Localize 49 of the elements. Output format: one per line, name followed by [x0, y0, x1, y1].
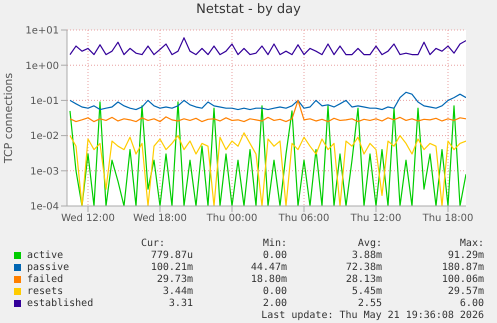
- legend-label: failed: [27, 274, 64, 285]
- legend-label: passive: [27, 262, 70, 273]
- text: 3.31: [168, 298, 193, 309]
- text: 72.38m: [344, 262, 382, 273]
- legend-label: active: [27, 250, 64, 261]
- text: 180.87m: [440, 262, 484, 273]
- line-series: [69, 132, 466, 206]
- x-tick-label: Thu 12:00: [350, 213, 402, 224]
- y-tick-label: 1e-01: [30, 96, 59, 107]
- y-tick-label: 1e-04: [30, 202, 59, 213]
- line-series: [69, 101, 466, 206]
- y-tick-label: 1e+00: [25, 60, 59, 72]
- chart-title: Netstat - by day: [195, 2, 302, 17]
- x-tick-label: Wed 18:00: [133, 213, 187, 224]
- x-tick-label: Wed 12:00: [61, 213, 115, 224]
- text: 100.06m: [440, 274, 484, 285]
- text: 0.00: [262, 286, 287, 297]
- text: 2.55: [357, 298, 382, 309]
- text: 2.00: [262, 298, 287, 309]
- text: 100.21m: [150, 262, 193, 273]
- text: 44.47m: [250, 262, 287, 273]
- y-tick-label: 1e-02: [30, 131, 59, 142]
- text: 3.88m: [350, 250, 382, 261]
- text: 5.45m: [350, 286, 382, 297]
- text: Min:: [262, 238, 287, 249]
- legend-label: established: [27, 298, 94, 309]
- text: 0.00: [262, 250, 287, 261]
- text: 29.73m: [156, 274, 193, 285]
- text: 6.00: [458, 298, 484, 309]
- text: Cur:: [140, 238, 166, 249]
- legend-label: resets: [27, 286, 64, 297]
- text: 779.87u: [150, 250, 193, 261]
- text: 3.44m: [162, 286, 193, 297]
- x-tick-label: Thu 00:00: [206, 213, 258, 224]
- text: Max:: [458, 238, 484, 249]
- text: Avg:: [356, 238, 382, 249]
- y-tick-label: 1e+01: [25, 26, 59, 37]
- text: 28.13m: [344, 274, 382, 285]
- x-tick-label: Thu 06:00: [278, 213, 330, 224]
- line-series: [69, 92, 466, 110]
- text: 29.57m: [446, 286, 484, 297]
- text: 91.29m: [446, 250, 484, 261]
- x-tick-label: Thu 18:00: [422, 213, 474, 224]
- text: Last update: Thu May 21 19:36:08 2026: [261, 310, 484, 321]
- line-series: [69, 37, 466, 56]
- line-series: [69, 100, 466, 122]
- y-tick-label: 1e-03: [30, 166, 59, 178]
- y-axis-title: TCP connections: [2, 72, 15, 164]
- text: 18.80m: [250, 274, 287, 285]
